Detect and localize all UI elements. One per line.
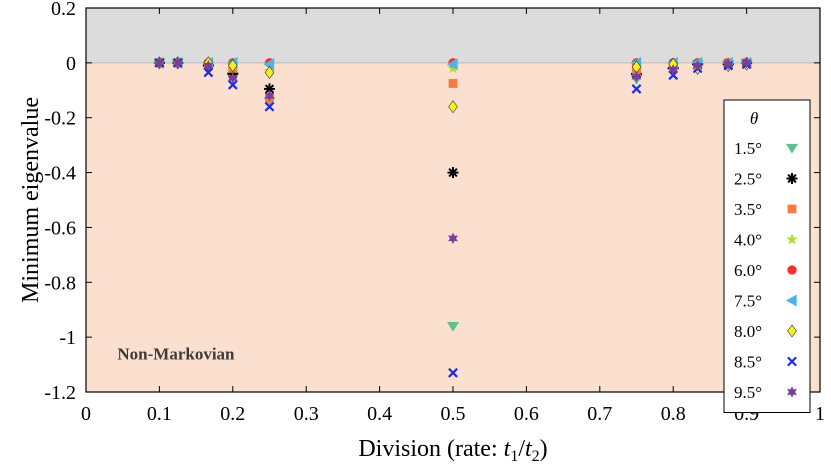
x-label-prefix: Division (rate: [358,436,503,462]
data-point [668,63,679,76]
data-point [154,57,165,69]
legend-entries: 1.5° 2.5° 3.5° 4.0° 6.0° 7.5° 8.0° 8.5° 9.5° [734,139,799,402]
legend-entry: 2.5° [734,170,798,189]
y-tick-label: -0.6 [44,217,76,239]
legend-marker [785,143,799,154]
x-axis-label: Division (rate: t1/t2) [358,436,547,465]
x-label-slash: / [518,436,525,462]
x-tick-label: 0.2 [220,403,245,425]
legend-entry: 9.5° [734,383,797,402]
legend-marker [787,324,797,338]
legend-entry-label: 9.5° [734,383,762,402]
legend-entry: 7.5° [734,292,797,311]
x-tick-label: 0.3 [294,403,319,425]
x-tick-label: 0.6 [514,403,539,425]
region-non-markovian [86,62,820,392]
y-tick-label: 0.2 [51,0,76,20]
data-point [448,100,458,114]
x-tick-labels: 0 0.1 0.2 0.3 0.4 0.5 0.6 0.7 0.8 0.9 1 [81,403,825,425]
legend-entry-label: 8.0° [734,322,762,341]
series-9.5° [154,57,752,245]
legend-entry: 8.5° [734,353,797,372]
y-tick-label: -0.2 [44,108,76,130]
legend-marker [787,356,797,367]
data-point [447,167,459,179]
x-label-sub2: 2 [532,448,540,465]
legend-entry-label: 1.5° [734,139,762,158]
data-point [448,79,458,88]
legend-entry-label: 2.5° [734,170,762,189]
legend-entry-label: 8.5° [734,353,762,372]
data-point [203,67,214,78]
legend-marker [787,386,797,398]
legend-marker [787,265,797,275]
y-axis-label: Minimum eigenvalue [18,97,44,303]
x-label-t2: t [525,436,533,462]
legend-entry-label: 6.0° [734,261,762,280]
non-markovian-annotation: Non-Markovian [117,345,235,364]
y-tick-labels: 0.2 0 -0.2 -0.4 -0.6 -0.8 -1 -1.2 [44,0,76,404]
data-point [227,72,238,84]
legend-title: θ [750,109,758,128]
legend-marker [786,173,798,184]
legend-entry: 6.0° [734,261,797,280]
legend-entry-label: 4.0° [734,231,762,250]
y-tick-label: -1.2 [44,382,76,404]
data-point [227,79,238,90]
data-point [692,59,703,72]
x-tick-label: 0.5 [441,403,466,425]
data-point [741,57,752,69]
x-tick-label: 0.7 [587,403,612,425]
legend-entry: 1.5° [734,139,799,158]
data-points [153,56,753,378]
legend-entry: 3.5° [734,200,797,219]
legend-marker [786,233,798,245]
plot-frame [85,7,821,393]
data-point [631,84,642,94]
legend-box [723,99,811,413]
x-label-t1: t [504,436,512,462]
data-point [723,58,734,70]
data-point [264,65,275,80]
legend-entry: 4.0° [734,231,798,250]
data-point [264,83,275,95]
legend-entry-label: 3.5° [734,200,762,219]
x-label-suffix: ) [540,436,548,462]
legend-marker [787,204,797,214]
data-point [448,232,458,245]
legend-entry-label: 7.5° [734,292,762,311]
data-point [264,90,275,102]
x-tick-label: 0.4 [367,403,392,425]
data-point [264,101,275,112]
x-tick-label: 0.8 [661,403,686,425]
data-point [631,70,642,83]
x-tick-label: 1 [815,403,825,425]
y-tick-label: -0.8 [44,272,76,294]
y-tick-label: -0.4 [44,163,76,185]
legend-entry: 8.0° [734,322,797,341]
data-point [203,59,214,72]
x-label-sub1: 1 [510,448,518,465]
region-markovian [86,8,820,63]
legend: θ 1.5° 2.5° 3.5° 4.0° 6.0° 7.5° 8.0° 8.5° 9.5° [723,99,811,413]
y-tick-label: 0 [66,53,76,75]
data-point [172,57,183,69]
legend-marker [785,294,797,307]
y-tick-label: -1 [59,327,76,349]
x-tick-label: 0 [81,403,91,425]
data-point [446,322,460,332]
data-point [228,59,238,73]
data-point [448,367,458,378]
data-point [446,58,458,71]
x-tick-label: 0.1 [147,403,172,425]
plot-regions [86,8,820,392]
data-point [447,62,459,74]
